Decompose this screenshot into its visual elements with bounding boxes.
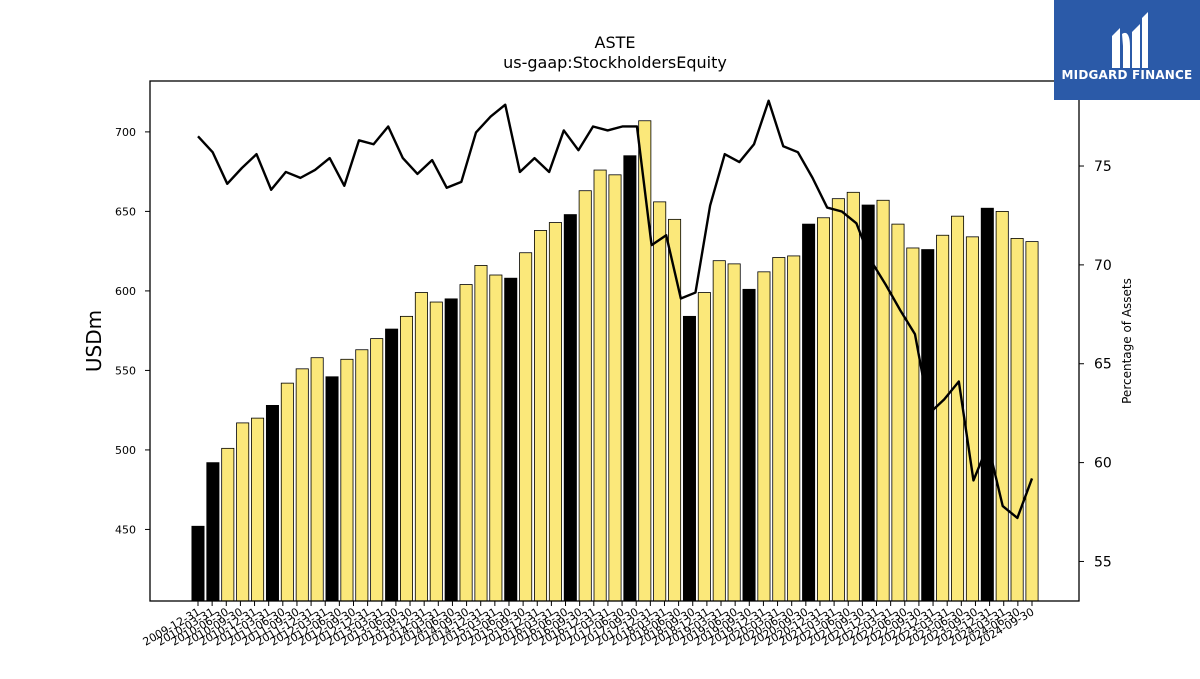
bar [489, 274, 503, 602]
left-tick-label: 700 [115, 126, 136, 139]
bar [429, 301, 443, 602]
bar [444, 298, 458, 602]
bar [682, 315, 696, 602]
bar [802, 223, 816, 602]
right-tick-label: 75 [1094, 159, 1112, 175]
pct-line-series [197, 99, 1034, 520]
left-tick-label: 450 [115, 523, 136, 536]
bar [265, 404, 279, 602]
bar [474, 265, 488, 602]
bar [921, 249, 935, 602]
bar [519, 252, 533, 602]
bar [906, 247, 920, 602]
bar [399, 315, 414, 602]
bar [534, 230, 548, 602]
bar [504, 277, 518, 602]
brand-logo: MIDGARD FINANCE [1054, 0, 1200, 100]
bar [980, 207, 994, 602]
bar [563, 214, 577, 602]
bar [578, 190, 592, 602]
bar [414, 292, 428, 602]
right-tick-label: 55 [1094, 554, 1112, 570]
pct-of-assets-line [197, 99, 1034, 520]
bar [831, 198, 845, 602]
bar [757, 271, 771, 602]
bar [653, 201, 667, 602]
right-tick-label: 65 [1094, 357, 1112, 373]
bar [1010, 238, 1024, 602]
bar [280, 382, 294, 602]
bar [787, 255, 801, 602]
bar [459, 284, 473, 602]
bar [310, 357, 324, 602]
right-tick-label: 70 [1094, 258, 1112, 274]
plot-frame [149, 80, 1080, 602]
chart-subtitle: us-gaap:StockholdersEquity [503, 53, 727, 72]
bar [295, 368, 309, 602]
left-tick-label: 650 [115, 205, 136, 218]
bar [593, 169, 607, 602]
bar [251, 417, 265, 602]
bar [846, 191, 860, 602]
left-tick-label: 550 [115, 364, 136, 377]
bar [876, 199, 890, 602]
bar [1025, 241, 1039, 602]
x-axis-ticks: 2009-12-312010-03-312010-06-302010-09-30… [141, 601, 1037, 649]
bar [697, 292, 711, 602]
bar [727, 263, 741, 602]
bar [221, 447, 235, 602]
bar [623, 155, 637, 602]
bar [608, 174, 622, 602]
left-axis-ticks: 450 500 550 600 650 700 [115, 126, 150, 536]
bar [236, 422, 250, 602]
bar [742, 288, 756, 602]
bar [772, 257, 786, 602]
bar [325, 376, 339, 602]
bar [206, 462, 220, 602]
left-tick-label: 600 [115, 285, 136, 298]
bar [965, 236, 979, 602]
bar [816, 217, 831, 602]
bar [891, 223, 905, 602]
right-tick-label: 60 [1094, 456, 1112, 472]
bar [936, 234, 950, 602]
bar [340, 358, 354, 602]
bar [548, 222, 562, 602]
bar-series [191, 120, 1039, 602]
bar [385, 328, 399, 602]
brand-name: MIDGARD FINANCE [1061, 68, 1193, 82]
right-axis-ticks: 55 60 65 70 75 [1079, 159, 1112, 570]
bar [712, 260, 726, 602]
y-axis-label: USDm [82, 310, 106, 372]
left-tick-label: 500 [115, 444, 136, 457]
chart-title: ASTE [595, 33, 636, 52]
bar [355, 349, 369, 602]
bar [370, 338, 384, 602]
y2-axis-label: Percentage of Assets [1120, 278, 1134, 404]
logo-mark-icon [1112, 12, 1148, 68]
bar [995, 210, 1009, 602]
bar [191, 525, 205, 602]
